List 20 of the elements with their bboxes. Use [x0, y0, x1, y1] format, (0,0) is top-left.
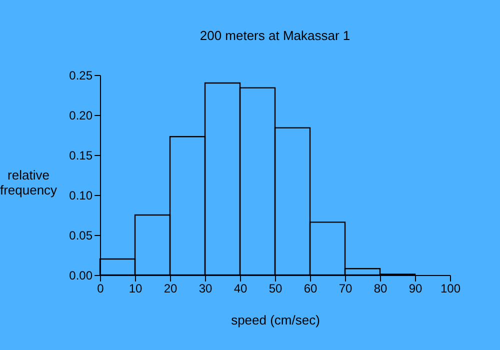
x-tick-label: 90: [408, 282, 422, 296]
x-tick-label: 0: [97, 282, 104, 296]
y-tick-label: 0.20: [69, 108, 93, 122]
x-axis-title: speed (cm/sec): [231, 312, 320, 328]
x-tick-label: 10: [128, 282, 142, 296]
y-axis-title: relative frequency: [0, 168, 58, 198]
x-tick-label: 100: [440, 282, 461, 296]
chart-title: 200 meters at Makassar 1: [200, 28, 350, 43]
x-tick-label: 30: [198, 282, 212, 296]
x-tick-label: 60: [304, 282, 318, 296]
x-tick-label: 40: [234, 282, 248, 296]
x-tick-label: 70: [338, 282, 352, 296]
x-tick-label: 50: [268, 282, 282, 296]
y-tick-label: 0.05: [69, 228, 93, 242]
x-tick-label: 20: [164, 282, 178, 296]
y-tick-label: 0.25: [69, 68, 93, 82]
y-tick-label: 0.10: [69, 188, 93, 202]
y-tick-label: 0.00: [69, 268, 93, 282]
x-tick-label: 80: [374, 282, 388, 296]
y-tick-label: 0.15: [69, 148, 93, 162]
